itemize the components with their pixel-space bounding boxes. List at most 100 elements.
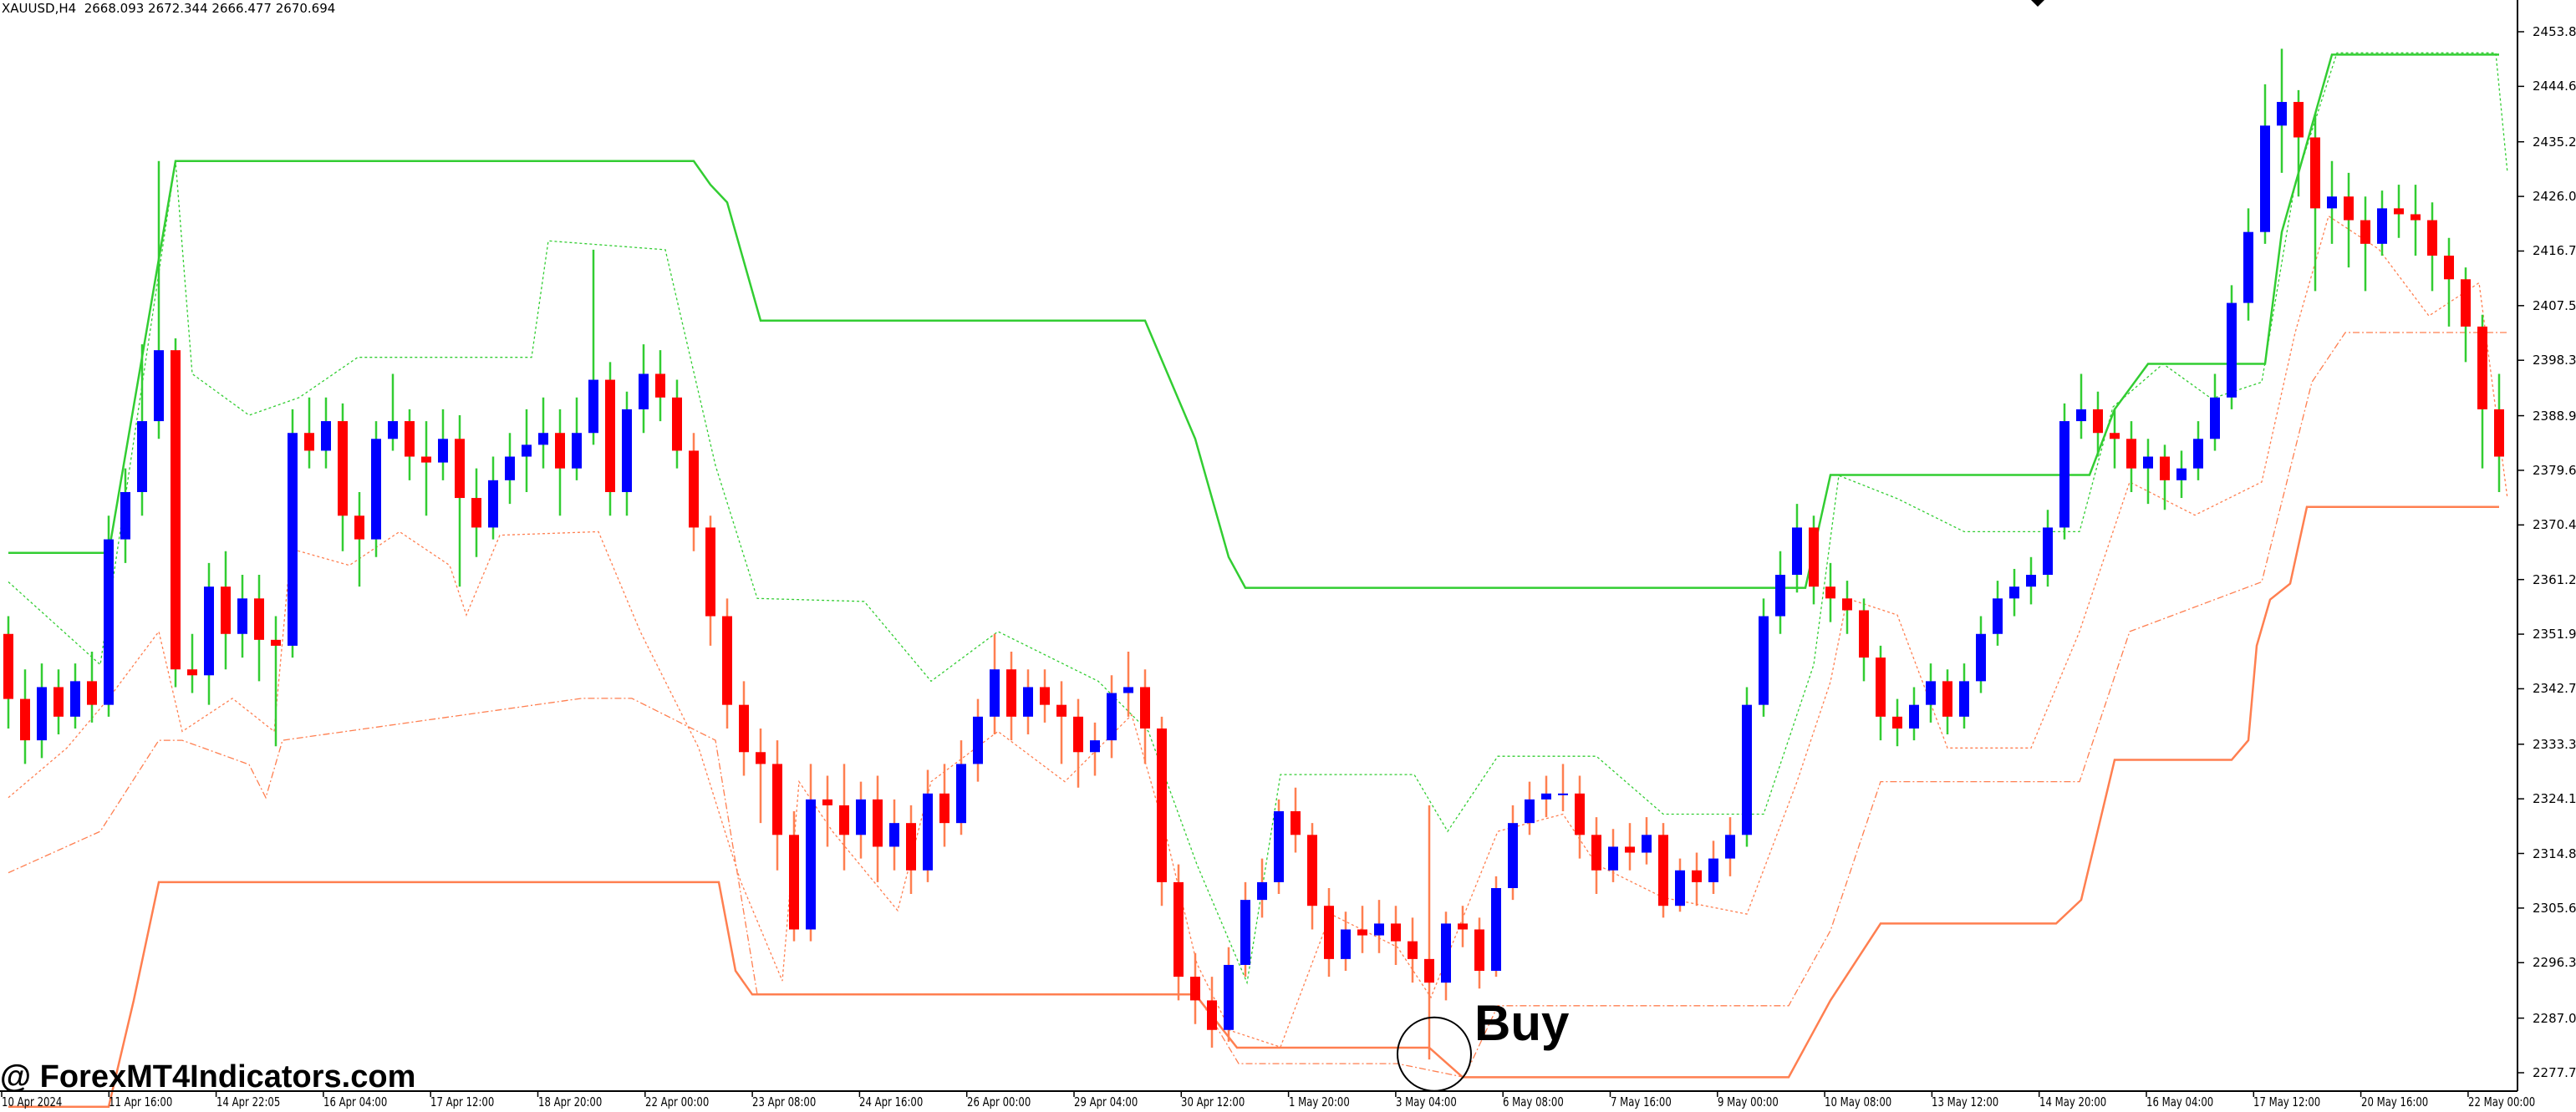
bearish-candle (1040, 687, 1050, 705)
time-tick-label: 26 Apr 00:00 (966, 1094, 1031, 1109)
bearish-candle (739, 704, 749, 753)
bearish-candle (1173, 881, 1184, 977)
buy-signal-circle (1397, 1016, 1472, 1092)
bullish-candle (204, 586, 214, 676)
time-tick-label: 14 May 20:00 (2039, 1094, 2106, 1109)
price-tick-label: 2305.620 (2533, 900, 2576, 916)
price-tick-label: 2296.380 (2533, 955, 2576, 971)
bullish-candle (1107, 693, 1117, 741)
bullish-candle (2059, 421, 2069, 528)
bearish-candle (1859, 610, 1869, 658)
bullish-candle (856, 799, 866, 835)
bearish-candle (1140, 687, 1150, 729)
bearish-candle (2110, 433, 2120, 439)
price-tick-label: 2444.640 (2533, 79, 2576, 94)
bullish-candle (1608, 846, 1618, 871)
bearish-candle (338, 421, 348, 516)
bullish-candle (538, 433, 548, 445)
time-tick-label: 14 Apr 22:05 (216, 1094, 280, 1109)
bullish-candle (2210, 397, 2220, 439)
bearish-candle (471, 498, 481, 528)
time-tick-label: 9 May 00:00 (1717, 1094, 1779, 1109)
price-tick-label: 2324.100 (2533, 791, 2576, 807)
chart-header: XAUUSD,H4 2668.093 2672.344 2666.477 267… (2, 1, 335, 16)
bullish-candle (1240, 900, 1250, 965)
bullish-candle (388, 421, 398, 439)
bearish-candle (421, 456, 431, 463)
bullish-candle (2043, 527, 2053, 576)
bullish-candle (1959, 681, 1969, 717)
bearish-candle (655, 373, 665, 398)
bearish-candle (1190, 977, 1200, 1001)
bullish-candle (237, 598, 247, 634)
bullish-candle (438, 439, 448, 463)
bearish-candle (1073, 716, 1083, 753)
price-tick-label: 2333.340 (2533, 736, 2576, 752)
bearish-candle (2160, 456, 2170, 480)
bullish-candle (923, 793, 933, 871)
bullish-candle (1759, 616, 1769, 705)
price-tick-label: 2277.760 (2533, 1064, 2576, 1080)
bearish-candle (1391, 923, 1401, 942)
bearish-candle (87, 681, 97, 705)
bullish-candle (1558, 793, 1568, 795)
bearish-candle (1658, 835, 1668, 906)
indicator-lines (8, 52, 2508, 1108)
bearish-candle (689, 450, 699, 528)
bullish-candle (1725, 835, 1735, 859)
time-tick-label: 18 Apr 20:00 (537, 1094, 602, 1109)
bearish-candle (2126, 439, 2136, 469)
chart-shift-marker-icon[interactable] (2031, 0, 2044, 7)
bearish-candle (555, 433, 565, 469)
ohlc-readout: 2668.093 2672.344 2666.477 2670.694 (84, 1, 336, 16)
bullish-candle (2260, 125, 2270, 232)
bearish-candle (2344, 196, 2354, 221)
bearish-candle (1006, 669, 1016, 717)
price-tick-label: 2388.920 (2533, 408, 2576, 424)
bullish-candle (2076, 409, 2086, 422)
dashdot-lower-channel-line (8, 332, 2507, 1079)
bullish-candle (2377, 208, 2387, 244)
price-tick-label: 2361.200 (2533, 571, 2576, 587)
time-tick-label: 22 Apr 00:00 (644, 1094, 710, 1109)
watermark: @ ForexMT4Indicators.com (0, 1059, 416, 1094)
bearish-candle (772, 764, 782, 835)
bearish-candle (1458, 923, 1468, 930)
candles (3, 48, 2504, 1060)
time-tick-label: 17 Apr 12:00 (430, 1094, 495, 1109)
bullish-candle (1525, 799, 1535, 824)
price-tick-label: 2287.000 (2533, 1010, 2576, 1026)
bearish-candle (53, 687, 64, 717)
bullish-candle (1123, 687, 1133, 693)
bearish-candle (1424, 958, 1434, 983)
bullish-candle (973, 716, 983, 764)
bullish-candle (1508, 823, 1518, 888)
bearish-candle (2411, 214, 2421, 221)
bullish-candle (1976, 633, 1986, 682)
bullish-candle (321, 421, 331, 451)
bearish-candle (1291, 811, 1301, 835)
bearish-candle (1157, 728, 1167, 882)
price-tick-label: 2453.880 (2533, 23, 2576, 39)
bullish-candle (1775, 575, 1785, 617)
bearish-candle (187, 669, 197, 676)
bearish-candle (1692, 870, 1702, 882)
bullish-candle (2143, 456, 2153, 469)
time-tick-label: 24 Apr 16:00 (859, 1094, 924, 1109)
bullish-candle (1708, 858, 1718, 882)
price-tick-label: 2351.960 (2533, 627, 2576, 642)
price-tick-label: 2342.720 (2533, 681, 2576, 697)
bullish-candle (2243, 231, 2253, 303)
bullish-candle (371, 439, 381, 540)
bullish-candle (2277, 102, 2287, 126)
bullish-candle (1993, 598, 2003, 634)
bullish-candle (522, 444, 532, 457)
bullish-candle (806, 799, 816, 930)
time-tick-label: 22 May 00:00 (2467, 1094, 2536, 1109)
time-tick-label: 11 Apr 16:00 (109, 1094, 173, 1109)
bullish-candle (37, 687, 47, 741)
bearish-candle (354, 515, 364, 540)
time-tick-label: 10 May 08:00 (1825, 1094, 1892, 1109)
bearish-candle (455, 439, 465, 499)
